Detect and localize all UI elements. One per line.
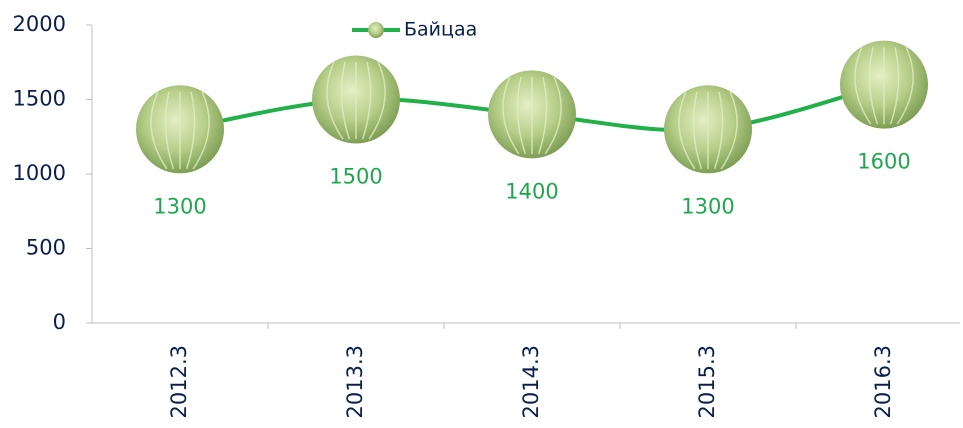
legend-label: Байцаа bbox=[404, 19, 477, 41]
data-label: 1300 bbox=[153, 194, 206, 218]
marker-vein bbox=[150, 91, 168, 170]
data-label: 1400 bbox=[505, 179, 558, 203]
marker-vein bbox=[678, 91, 696, 170]
marker-vein bbox=[164, 91, 175, 170]
y-tick-label: 0 bbox=[53, 310, 66, 334]
marker-vein bbox=[713, 91, 724, 170]
y-tick-label: 500 bbox=[26, 236, 66, 260]
marker-vein bbox=[326, 61, 344, 140]
marker-vein bbox=[502, 76, 520, 155]
y-tick-label: 1000 bbox=[13, 161, 66, 185]
data-label: 1300 bbox=[681, 194, 734, 218]
marker-vein bbox=[854, 46, 872, 125]
marker-vein bbox=[692, 91, 703, 170]
x-tick-label: 2015.3 bbox=[695, 345, 719, 418]
marker-vein bbox=[192, 91, 210, 170]
markers bbox=[136, 40, 928, 174]
legend-marker bbox=[368, 22, 384, 38]
marker-vein bbox=[340, 61, 351, 140]
marker-vein bbox=[720, 91, 738, 170]
x-tick-label: 2013.3 bbox=[343, 345, 367, 418]
marker-vein bbox=[537, 76, 548, 155]
data-label: 1600 bbox=[857, 150, 910, 174]
legend-icon bbox=[368, 22, 384, 38]
marker-vein bbox=[868, 47, 879, 125]
marker-vein bbox=[368, 61, 386, 140]
marker-vein bbox=[889, 47, 900, 125]
marker-vein bbox=[516, 76, 527, 155]
x-tick-label: 2014.3 bbox=[519, 345, 543, 418]
marker-vein bbox=[185, 91, 196, 170]
y-tick-label: 2000 bbox=[13, 12, 66, 36]
marker-vein bbox=[361, 61, 372, 140]
data-label: 1500 bbox=[329, 165, 382, 189]
x-tick-label: 2012.3 bbox=[167, 345, 191, 418]
y-tick-label: 1500 bbox=[13, 87, 66, 111]
marker-vein bbox=[896, 46, 914, 125]
marker-vein bbox=[544, 76, 562, 155]
x-tick-label: 2016.3 bbox=[871, 345, 895, 418]
